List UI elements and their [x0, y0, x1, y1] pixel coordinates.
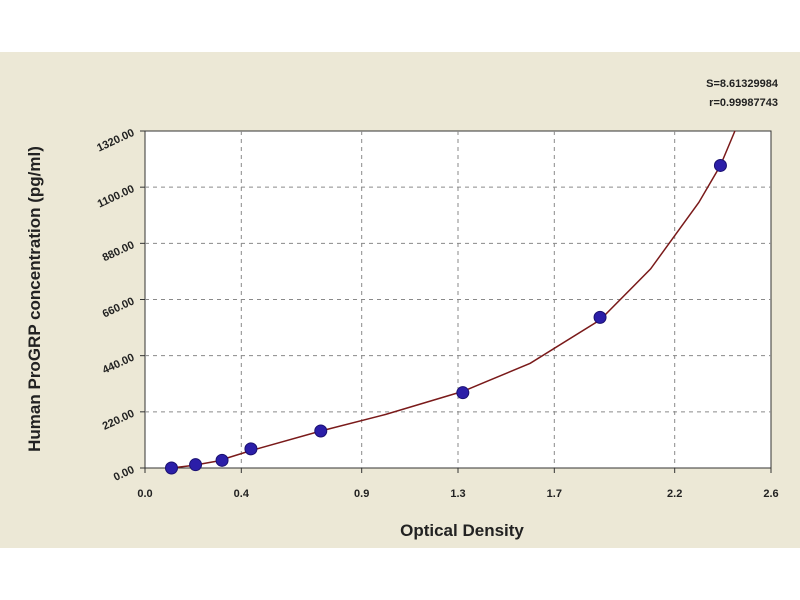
y-tick-label: 880.00 [101, 239, 137, 264]
data-point [215, 453, 229, 467]
y-tick-label: 1100.00 [96, 183, 137, 210]
data-point [314, 424, 328, 438]
x-tick-label: 0.9 [354, 488, 369, 500]
x-axis-ticks: 0.0 0.4 0.9 1.3 1.7 2.2 2.6 [137, 468, 779, 500]
x-tick-label: 2.6 [763, 488, 778, 500]
y-axis-title: Human ProGRP concentration (pg/ml) [25, 146, 44, 452]
grid-lines [145, 131, 771, 468]
data-point [164, 461, 178, 475]
y-tick-label: 0.00 [112, 464, 136, 484]
stat-r-label: r=0.99987743 [709, 97, 778, 109]
x-axis-title: Optical Density [400, 521, 524, 540]
y-tick-label: 660.00 [101, 295, 137, 320]
x-tick-label: 1.7 [547, 488, 562, 500]
data-point [244, 442, 258, 456]
y-axis-ticks: 0.00 220.00 440.00 660.00 880.00 1100.00 1320.… [95, 127, 145, 484]
data-points [164, 158, 727, 475]
data-point [189, 458, 203, 472]
y-tick-label: 440.00 [101, 352, 137, 377]
stat-s-label: S=8.61329984 [706, 78, 779, 90]
y-tick-label: 220.00 [101, 408, 137, 433]
data-point [456, 386, 470, 400]
y-tick-label: 1320.00 [95, 127, 136, 155]
x-tick-label: 1.3 [450, 488, 465, 500]
x-tick-label: 0.0 [137, 488, 152, 500]
x-tick-label: 0.4 [234, 488, 250, 500]
x-tick-label: 2.2 [667, 488, 682, 500]
data-point [593, 310, 607, 324]
data-point [713, 158, 727, 172]
